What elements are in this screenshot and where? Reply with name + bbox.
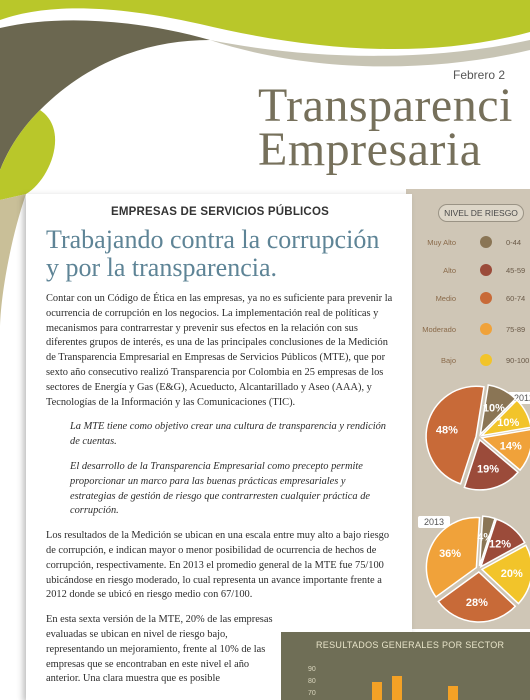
sector-bar	[448, 686, 458, 700]
pie-slice-label: 14%	[500, 441, 522, 453]
risk-legend-label: Medio	[435, 294, 456, 303]
risk-legend-range: 60-74	[506, 294, 526, 303]
article-card: EMPRESAS DE SERVICIOS PÚBLICOS Trabajand…	[26, 194, 412, 700]
pie-chart-2013: 36%4%12%20%28%	[425, 515, 530, 623]
pie-slice-label: 10%	[497, 417, 519, 429]
sector-results-title: RESULTADOS GENERALES POR SECTOR	[316, 640, 505, 650]
risk-legend-row: Medio 60-74	[420, 292, 530, 306]
pie-slice-label: 28%	[466, 597, 488, 609]
issue-date: Febrero 2	[453, 68, 506, 82]
risk-legend-range: 90-100	[506, 356, 530, 365]
pie-slice	[478, 515, 496, 567]
risk-legend-range: 0-44	[506, 238, 522, 247]
pie-slice	[480, 428, 530, 472]
pie-slice	[479, 399, 530, 437]
pie-slice-label: 12%	[489, 539, 511, 551]
pie-slice	[479, 518, 526, 569]
y-tick-70: 70	[308, 690, 316, 697]
title-line-2: Empresaria	[258, 123, 482, 176]
risk-color-dot-icon	[480, 264, 492, 276]
risk-legend-row: Moderado 75-89	[420, 323, 530, 337]
risk-color-dot-icon	[480, 236, 492, 248]
risk-level-title: NIVEL DE RIESGO	[438, 204, 524, 222]
sector-bar	[392, 676, 402, 700]
article-paragraph-2: Los resultados de la Medición se ubican …	[46, 530, 390, 601]
pie-slice	[479, 384, 517, 437]
pie-slice-label: 48%	[436, 424, 458, 436]
newsletter-title: Transparenci Empresaria	[258, 82, 513, 174]
risk-legend-range: 45-59	[506, 266, 526, 275]
article-headline: Trabajando contra la corrupción y por la…	[46, 225, 380, 282]
pie-slice	[463, 438, 520, 491]
pie-chart-2012: 48% 10% 10% 14%19%	[425, 384, 530, 491]
risk-color-dot-icon	[480, 354, 492, 366]
year-tag-2013: 2013	[418, 516, 451, 528]
article-quote-1: La MTE tiene como objetivo crear una cul…	[70, 421, 386, 448]
pie-slice	[480, 544, 530, 605]
risk-legend-label: Muy Alto	[427, 238, 456, 247]
pie-slice	[425, 385, 485, 485]
risk-legend-row: Bajo 90-100	[420, 354, 530, 368]
sector-bar	[372, 682, 382, 700]
title-line-1: Transparenci	[258, 79, 513, 132]
pie-slice-label: 20%	[501, 568, 523, 580]
y-tick-90: 90	[308, 666, 316, 673]
pie-slice-label: 36%	[439, 548, 461, 560]
pie-slice	[437, 571, 517, 623]
risk-legend-label: Bajo	[440, 356, 456, 365]
y-tick-80: 80	[308, 678, 316, 685]
section-kicker: EMPRESAS DE SERVICIOS PÚBLICOS	[111, 206, 329, 218]
sector-results-box	[281, 632, 530, 700]
risk-legend-label: Moderado	[422, 325, 456, 334]
risk-color-dot-icon	[480, 292, 492, 304]
article-quote-2: El desarrollo de la Transparencia Empres…	[70, 460, 371, 517]
risk-legend-row: Alto 45-59	[420, 264, 530, 278]
risk-legend-row: Muy Alto 0-44	[420, 236, 530, 250]
pie-slice-label: 19%	[477, 464, 499, 476]
risk-legend-label: Alto	[443, 266, 456, 275]
pie-slice-label: 10%	[483, 403, 505, 415]
article-paragraph-3: En esta sexta versión de la MTE, 20% de …	[46, 614, 273, 685]
risk-legend-range: 75-89	[506, 325, 526, 334]
risk-color-dot-icon	[480, 323, 492, 335]
pie-slice	[425, 516, 481, 598]
article-paragraph-1: Contar con un Código de Ética en las emp…	[46, 293, 393, 408]
